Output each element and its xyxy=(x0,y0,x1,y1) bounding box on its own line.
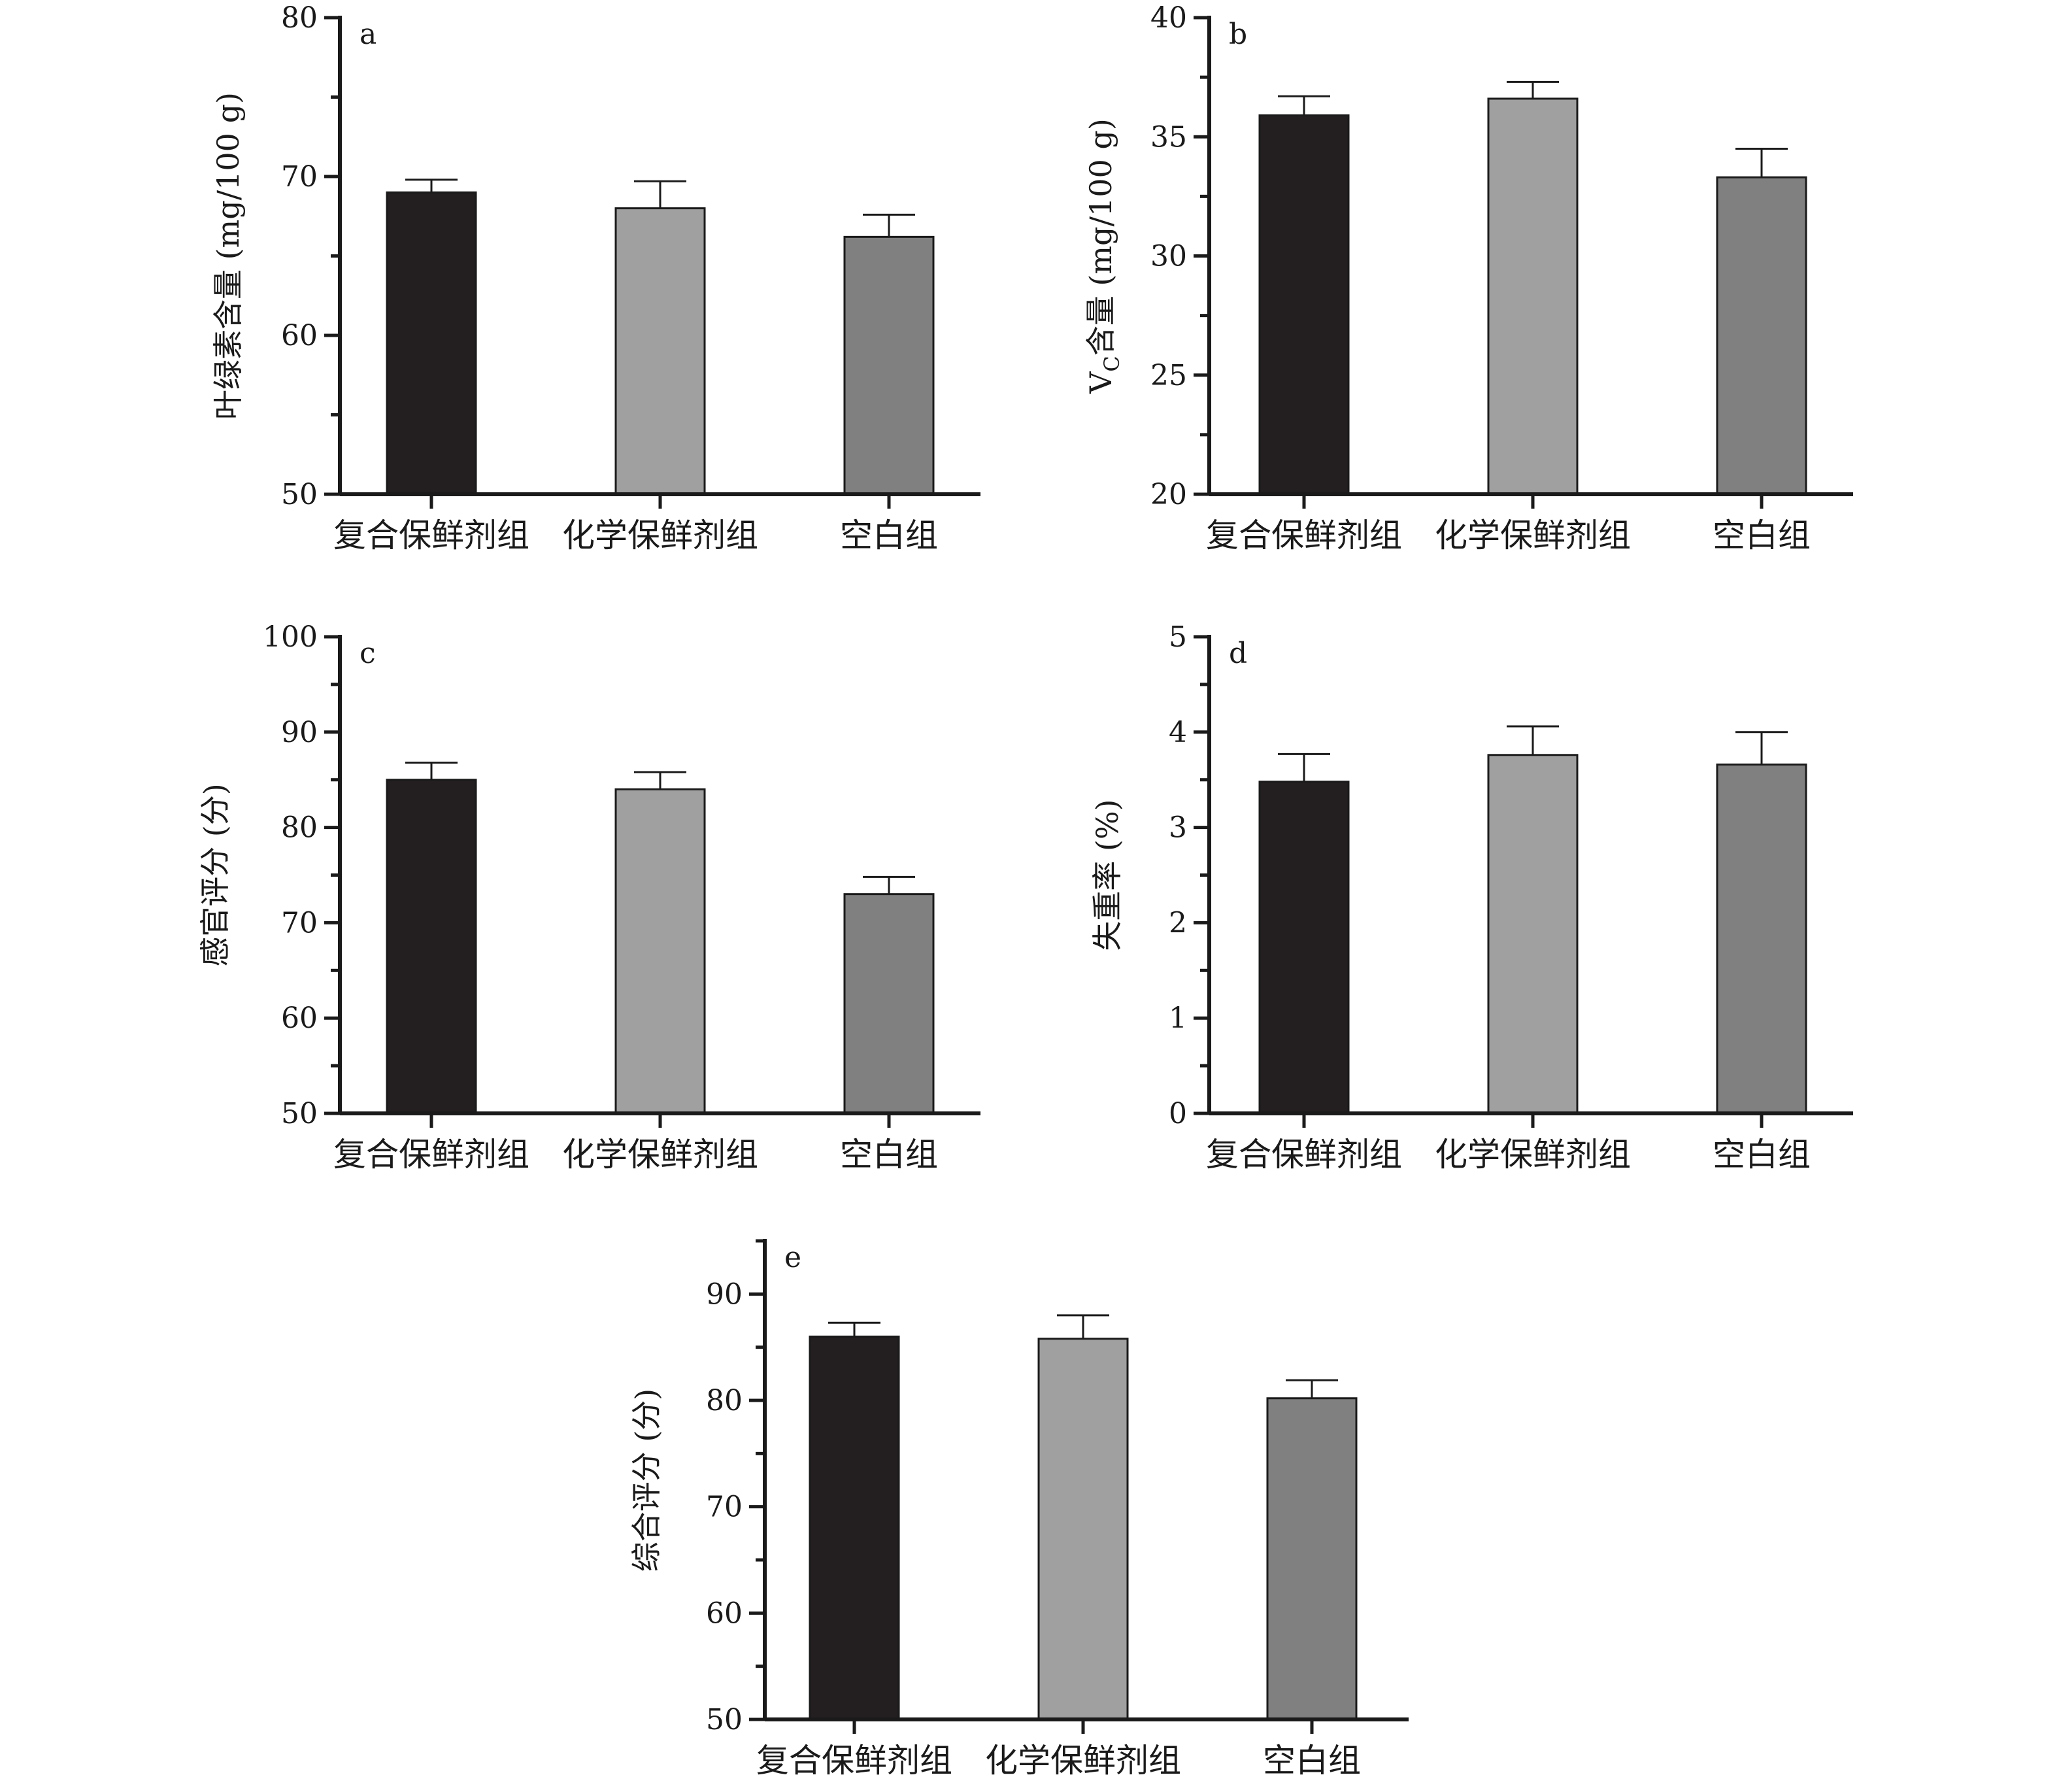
bar-b-2 xyxy=(1487,97,1579,496)
y-tick-label-d: 0 xyxy=(1169,1097,1187,1130)
y-tick-label-b: 30 xyxy=(1150,240,1187,273)
category-label-d-3: 空白组 xyxy=(1713,1136,1811,1174)
category-label-d-1: 复合保鲜剂组 xyxy=(1206,1136,1402,1174)
panel-letter-a: a xyxy=(360,18,377,51)
bar-c-2 xyxy=(614,788,706,1115)
bar-a-3 xyxy=(843,235,935,496)
y-tick-label-a: 70 xyxy=(281,160,318,194)
category-label-c-2: 化学保鲜剂组 xyxy=(562,1136,758,1174)
y-tick-label-c: 90 xyxy=(281,716,318,749)
y-axis-title-c: 感官评分 (分) xyxy=(197,783,233,967)
category-label-b-3: 空白组 xyxy=(1713,516,1811,554)
y-tick-label-d: 1 xyxy=(1169,1002,1187,1035)
y-tick-label-c: 50 xyxy=(281,1097,318,1130)
y-tick-label-e: 90 xyxy=(706,1277,743,1311)
y-tick-label-c: 100 xyxy=(263,620,318,654)
panel-letter-e: e xyxy=(784,1241,801,1274)
y-tick-label-a: 60 xyxy=(281,319,318,352)
category-label-c-1: 复合保鲜剂组 xyxy=(333,1136,529,1174)
bar-a-1 xyxy=(386,191,477,496)
bar-e-2 xyxy=(1037,1338,1129,1721)
y-tick-label-d: 4 xyxy=(1169,716,1187,749)
panel-letter-c: c xyxy=(360,637,376,670)
y-tick-label-e: 80 xyxy=(706,1384,743,1417)
bar-b-3 xyxy=(1716,176,1807,496)
category-label-a-1: 复合保鲜剂组 xyxy=(333,516,529,554)
y-tick-label-b: 35 xyxy=(1150,120,1187,154)
y-tick-label-a: 50 xyxy=(281,478,318,511)
y-tick-label-b: 40 xyxy=(1150,1,1187,35)
panel-b: 20 25 30 35 40 复合保鲜剂组 化学保鲜剂组 空白组 b VC含量 (mg/100 g… xyxy=(1083,1,1853,554)
bar-e-1 xyxy=(809,1335,900,1721)
y-tick-label-b: 25 xyxy=(1150,359,1187,392)
panel-letter-d: d xyxy=(1229,637,1247,670)
bar-d-3 xyxy=(1716,763,1807,1115)
bar-a-2 xyxy=(614,207,706,496)
y-axis-title-b: VC含量 (mg/100 g) xyxy=(1083,118,1124,394)
panel-e: 50 60 70 80 90 复合保鲜剂组 化学保鲜剂组 空白组 e 综合评分 (分) xyxy=(629,1239,1409,1780)
category-label-a-2: 化学保鲜剂组 xyxy=(562,516,758,554)
panel-d: 0 1 2 3 4 5 复合保鲜剂组 化学保鲜剂组 空白组 d 失重率 (%) xyxy=(1090,620,1853,1174)
category-label-b-1: 复合保鲜剂组 xyxy=(1206,516,1402,554)
y-tick-label-d: 3 xyxy=(1169,811,1187,845)
bar-b-1 xyxy=(1258,114,1350,496)
y-tick-label-c: 80 xyxy=(281,811,318,845)
y-tick-label-d: 5 xyxy=(1169,620,1187,654)
bar-c-3 xyxy=(843,893,935,1115)
category-label-c-3: 空白组 xyxy=(840,1136,938,1174)
y-tick-label-e: 60 xyxy=(706,1597,743,1630)
bar-d-1 xyxy=(1258,781,1350,1115)
y-axis-title-e: 综合评分 (分) xyxy=(629,1389,664,1572)
panel-a: 50 60 70 80 复合保鲜剂组 化学保鲜剂组 空白组 a 叶绿素含量 (mg/100 g) xyxy=(210,1,980,554)
y-tick-label-b: 20 xyxy=(1150,478,1187,511)
panel-letter-b: b xyxy=(1229,18,1247,51)
category-label-e-3: 空白组 xyxy=(1263,1742,1361,1780)
y-tick-label-e: 50 xyxy=(706,1703,743,1736)
category-label-e-1: 复合保鲜剂组 xyxy=(756,1742,952,1780)
bar-d-2 xyxy=(1487,754,1579,1115)
category-label-e-2: 化学保鲜剂组 xyxy=(985,1742,1181,1780)
category-label-d-2: 化学保鲜剂组 xyxy=(1435,1136,1631,1174)
y-axis-title-a: 叶绿素含量 (mg/100 g) xyxy=(210,92,246,420)
y-axis-title-d: 失重率 (%) xyxy=(1090,799,1125,951)
y-tick-label-e: 70 xyxy=(706,1491,743,1524)
category-label-a-3: 空白组 xyxy=(840,516,938,554)
y-tick-label-a: 80 xyxy=(281,1,318,35)
y-tick-label-c: 60 xyxy=(281,1002,318,1035)
category-label-b-2: 化学保鲜剂组 xyxy=(1435,516,1631,554)
bar-e-3 xyxy=(1266,1397,1358,1721)
y-tick-label-c: 70 xyxy=(281,906,318,939)
bar-c-1 xyxy=(386,779,477,1115)
panel-c: 50 60 70 80 90 100 复合保鲜剂组 化学保鲜剂组 空白组 c 感官评分 (分) xyxy=(197,620,980,1174)
y-tick-label-d: 2 xyxy=(1169,906,1187,939)
